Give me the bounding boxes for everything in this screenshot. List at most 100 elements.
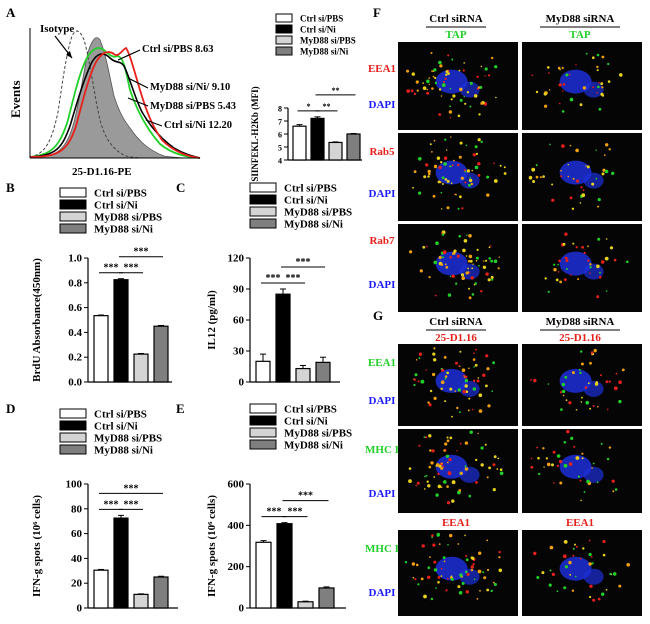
signal-dot — [494, 65, 498, 69]
y-tick-label: 0.0 — [68, 377, 82, 389]
signal-dot — [562, 83, 566, 86]
signal-dot — [556, 590, 559, 593]
signal-dot — [535, 175, 539, 179]
signal-dot — [468, 296, 472, 300]
signal-dot — [477, 432, 479, 435]
signal-dot — [475, 260, 478, 262]
signal-dot — [612, 572, 617, 576]
signal-dot — [480, 446, 484, 450]
signal-dot — [444, 178, 448, 181]
signal-dot — [557, 264, 559, 266]
signal-dot — [420, 577, 424, 581]
signal-dot — [428, 434, 432, 438]
signal-dot — [428, 77, 431, 79]
signal-dot — [586, 479, 590, 484]
signal-dot — [560, 408, 563, 411]
f-row1-bottom-label: DAPI — [369, 99, 396, 111]
signal-dot — [431, 534, 434, 537]
signal-dot — [467, 259, 471, 263]
signal-dot — [597, 205, 600, 208]
signal-dot — [476, 75, 479, 79]
signal-dot — [457, 207, 460, 210]
signal-dot — [597, 198, 601, 202]
y-axis-label: IL12 (pg/ml) — [206, 290, 218, 350]
signal-dot — [558, 459, 563, 464]
legend-label: MyD88 si/PBS — [284, 428, 352, 440]
signal-dot — [493, 583, 497, 586]
signal-dot — [493, 455, 497, 459]
signal-dot — [445, 149, 448, 151]
signal-dot — [413, 170, 417, 174]
signal-dot — [445, 589, 448, 592]
signal-dot — [591, 562, 594, 565]
signal-dot — [458, 155, 462, 159]
signal-dot — [452, 253, 454, 255]
signal-dot — [432, 194, 436, 198]
signal-dot — [429, 556, 431, 558]
histogram-red-line — [29, 46, 201, 159]
signal-dot — [450, 165, 452, 168]
histogram-ylabel: Events — [8, 80, 23, 118]
signal-dot — [426, 480, 429, 483]
signal-dot — [413, 378, 416, 381]
signal-dot — [468, 494, 472, 498]
signal-dot — [563, 441, 567, 444]
bar — [153, 325, 169, 383]
signal-dot — [541, 571, 545, 575]
signal-dot — [606, 457, 610, 461]
signal-dot — [431, 449, 435, 453]
signal-dot — [575, 409, 578, 411]
signal-dot — [441, 232, 443, 234]
signal-dot — [597, 597, 601, 601]
f-col-sub-myd: TAP — [569, 29, 590, 41]
signal-dot — [596, 65, 599, 69]
signal-dot — [483, 576, 487, 580]
y-tick-label: 60 — [71, 528, 83, 540]
signal-dot — [417, 583, 420, 586]
signal-dot — [460, 88, 462, 90]
signal-dot — [444, 442, 448, 446]
signal-dot — [568, 462, 573, 466]
label-ctrl-ni: Ctrl si/Ni 12.20 — [164, 120, 232, 131]
panel-letter-a: A — [6, 5, 16, 20]
legend-label: MyD88 si/PBS — [284, 207, 352, 219]
signal-dot — [446, 436, 449, 439]
signal-dot — [471, 169, 474, 172]
signal-dot — [543, 466, 545, 468]
signal-dot — [467, 267, 469, 270]
signal-dot — [418, 352, 423, 356]
signal-dot — [486, 539, 489, 542]
signal-dot — [457, 163, 460, 167]
signal-dot — [468, 367, 470, 370]
signal-dot — [441, 183, 444, 185]
signal-dot — [569, 144, 572, 147]
signal-dot — [422, 82, 425, 84]
signal-dot — [498, 568, 503, 573]
bar — [113, 517, 129, 609]
signal-dot — [465, 590, 469, 594]
signal-dot — [416, 89, 419, 92]
y-tick-label: 100 — [66, 479, 83, 491]
signal-dot — [409, 250, 413, 254]
signal-dot — [477, 86, 481, 89]
signal-dot — [604, 169, 609, 174]
signal-dot — [560, 169, 562, 172]
signal-dot — [456, 254, 460, 258]
signal-dot — [547, 383, 550, 385]
signal-dot — [581, 396, 583, 399]
signal-dot — [488, 257, 492, 260]
y-tick-label: 90 — [233, 284, 245, 296]
signal-dot — [476, 248, 479, 251]
signal-dot — [450, 575, 453, 578]
signal-dot — [440, 575, 443, 577]
signal-dot — [446, 501, 451, 505]
signal-dot — [474, 363, 478, 367]
signal-dot — [433, 68, 437, 72]
y-tick-label: 0.2 — [68, 352, 82, 364]
signal-dot — [562, 394, 565, 397]
y-tick-label: 80 — [71, 503, 83, 515]
nucleus-blob — [459, 466, 480, 483]
signal-dot — [444, 448, 447, 451]
signal-dot — [592, 405, 595, 407]
